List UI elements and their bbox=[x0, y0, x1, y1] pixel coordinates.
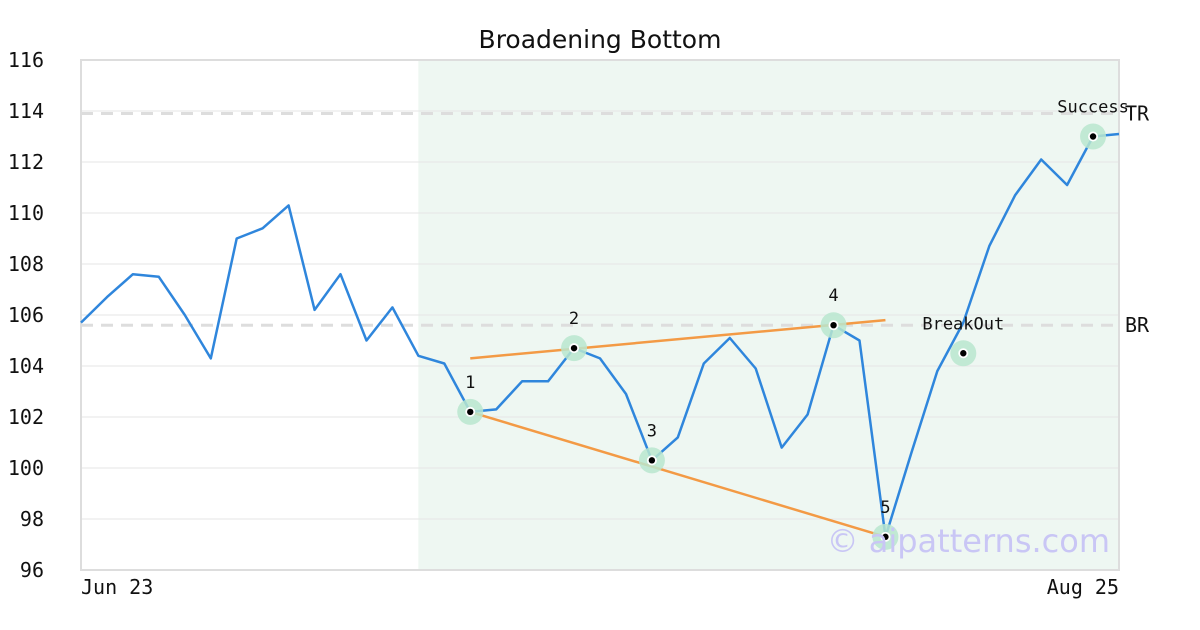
level-label-tr: TR bbox=[1125, 102, 1150, 126]
y-tick-label: 98 bbox=[20, 507, 44, 531]
plot-frame bbox=[80, 59, 1120, 571]
breakout-marker-dot bbox=[960, 350, 967, 357]
point-2-marker-dot bbox=[570, 344, 578, 352]
point-5-marker-dot bbox=[882, 533, 889, 541]
y-tick-label: 106 bbox=[8, 303, 44, 327]
point-label-4: 4 bbox=[828, 286, 838, 306]
y-tick-label: 110 bbox=[8, 201, 44, 225]
x-axis-ticks: Jun 23 Aug 25 bbox=[81, 575, 1119, 599]
breakout-annotation: BreakOut bbox=[922, 314, 1004, 334]
point-labels-layer: TR BR 1 2 3 4 5 BreakOut Success bbox=[465, 98, 1150, 518]
watermark-text: © aipatterns.com bbox=[827, 522, 1110, 560]
y-tick-label: 100 bbox=[8, 456, 44, 480]
price-series-line bbox=[80, 132, 1120, 539]
point-label-3: 3 bbox=[647, 421, 657, 441]
y-axis-ticks: 96 98 100 102 104 106 108 110 112 114 116 bbox=[8, 48, 44, 582]
y-tick-label: 108 bbox=[8, 252, 44, 276]
levels-layer bbox=[81, 112, 1119, 327]
x-tick-label: Jun 23 bbox=[81, 575, 153, 599]
grid-layer bbox=[81, 110, 1119, 520]
point-label-5: 5 bbox=[880, 498, 890, 518]
point-4-marker-dot bbox=[830, 322, 837, 329]
success-marker-dot bbox=[1089, 133, 1097, 140]
y-tick-label: 102 bbox=[8, 405, 44, 429]
y-tick-label: 112 bbox=[8, 150, 44, 174]
level-label-br: BR bbox=[1125, 313, 1150, 337]
trendline bbox=[469, 410, 886, 539]
point-1-marker-dot bbox=[467, 408, 474, 416]
y-tick-label: 96 bbox=[20, 558, 44, 582]
series-layer bbox=[80, 132, 1120, 539]
point-label-1: 1 bbox=[465, 373, 475, 393]
trendline bbox=[470, 318, 886, 360]
y-tick-label: 116 bbox=[8, 48, 44, 72]
y-tick-label: 104 bbox=[8, 354, 44, 378]
x-tick-label: Aug 25 bbox=[1047, 575, 1119, 599]
success-annotation: Success bbox=[1057, 98, 1129, 118]
chart-title: Broadening Bottom bbox=[479, 25, 722, 54]
y-tick-label: 114 bbox=[8, 99, 44, 123]
point-label-2: 2 bbox=[569, 309, 579, 329]
point-3-marker-dot bbox=[648, 457, 656, 464]
trendlines-layer bbox=[469, 318, 886, 539]
markers-layer bbox=[457, 123, 1107, 550]
